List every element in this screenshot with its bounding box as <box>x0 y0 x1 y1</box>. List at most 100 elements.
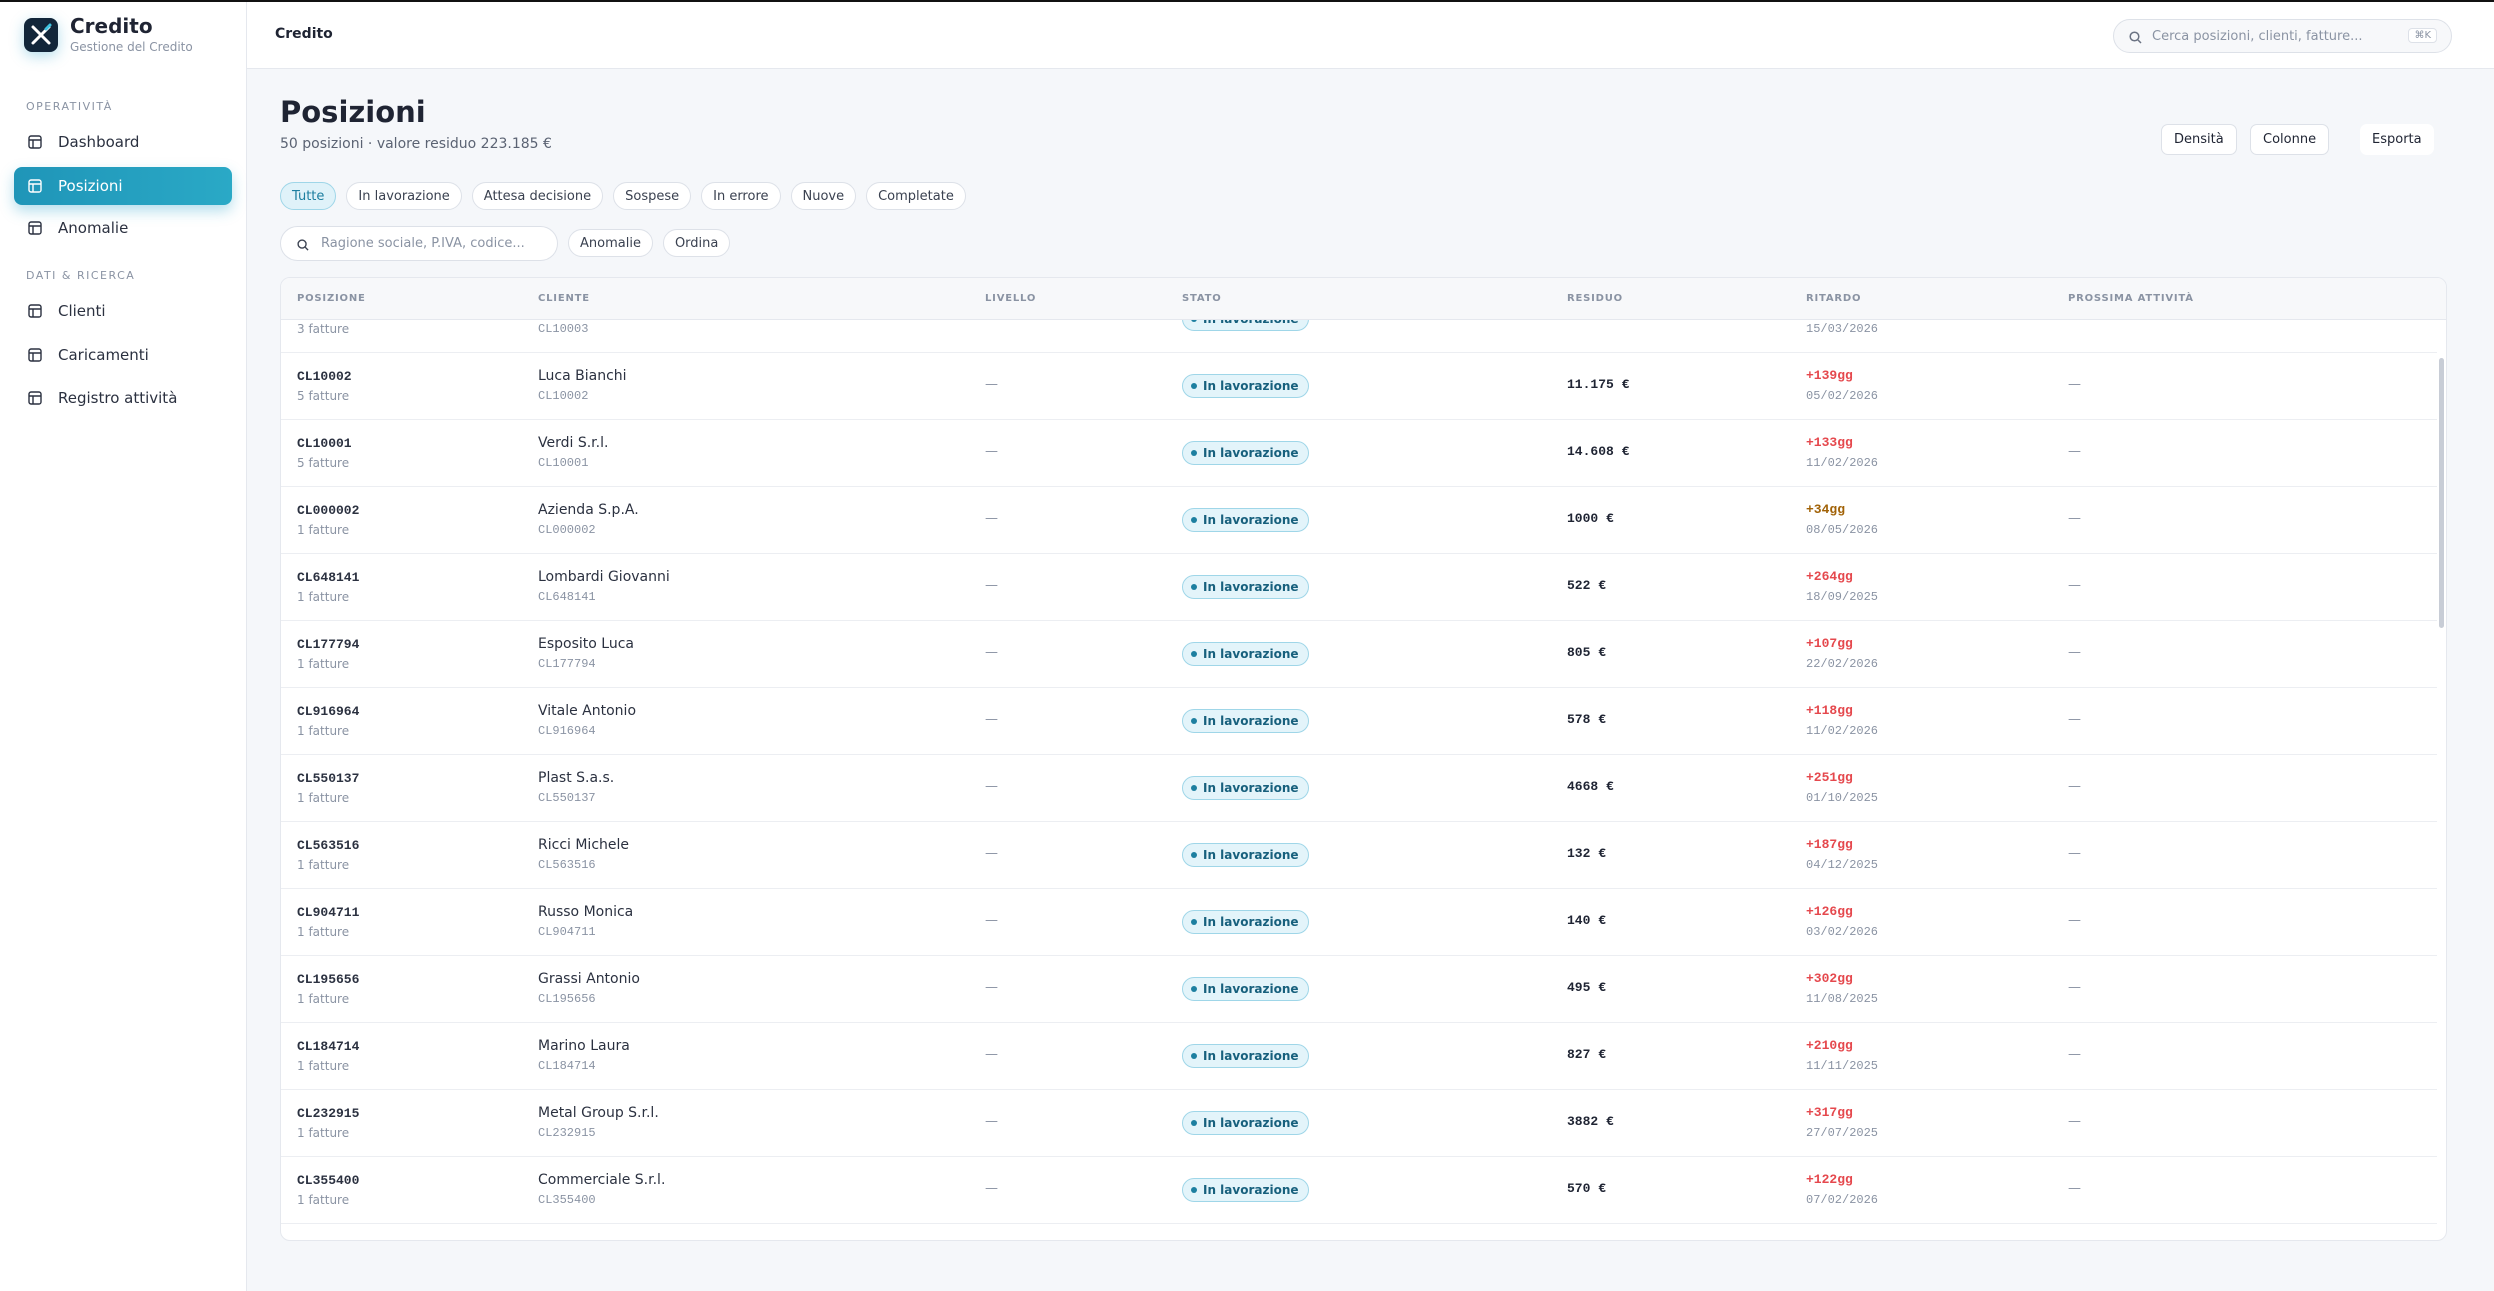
action-button[interactable]: Colonne <box>2250 124 2330 155</box>
client-code: CL550137 <box>538 791 596 805</box>
delay: +118gg <box>1806 703 1853 718</box>
nav-item[interactable]: Dashboard <box>14 123 232 161</box>
table-row[interactable]: CL177794 1 fatture Esposito Luca CL177794 — I… <box>281 621 2437 688</box>
status-badge: In lavorazione <box>1182 1044 1309 1068</box>
tab[interactable]: Nuove <box>790 182 857 210</box>
table-row[interactable]: CL195656 1 fatture Grassi Antonio CL195656 —… <box>281 956 2437 1023</box>
position-id: CL10002 <box>297 369 352 384</box>
client-code: CL355400 <box>538 1193 596 1207</box>
nav-label: Dashboard <box>58 133 140 151</box>
table: POSIZIONE CLIENTE LIVELLO STATO RESIDUO RITAR… <box>280 277 2447 1241</box>
brand-subtitle: Gestione del Credito <box>70 40 193 54</box>
status-badge: In lavorazione <box>1182 575 1309 599</box>
delay: +210gg <box>1806 1038 1853 1053</box>
table-row[interactable]: CL232915 1 fatture Metal Group S.r.l. CL232… <box>281 1090 2437 1157</box>
delay-date: 04/12/2025 <box>1806 858 1879 872</box>
tab[interactable]: In errore <box>701 182 781 210</box>
table-row[interactable]: CL563516 1 fatture Ricci Michele CL563516 — I… <box>281 822 2437 889</box>
residual: 140 € <box>1567 913 1607 928</box>
filter-button[interactable]: Ordina <box>662 229 731 257</box>
client-code: CL904711 <box>538 925 596 939</box>
delay-date: 05/02/2026 <box>1806 389 1879 403</box>
delay: +107gg <box>1806 636 1853 651</box>
invoice-count: 1 fatture <box>297 657 350 671</box>
invoice-count: 5 fatture <box>297 456 350 470</box>
level: — <box>985 913 998 928</box>
next-activity: — <box>2068 444 2081 459</box>
page-subtitle: 50 posizioni · valore residuo 223.185 € <box>280 136 552 152</box>
table-row[interactable]: CL916964 1 fatture Vitale Antonio CL916964 —… <box>281 688 2437 755</box>
residual: 827 € <box>1567 1047 1607 1062</box>
table-row[interactable]: CL648141 1 fatture Lombardi Giovanni CL6481… <box>281 554 2437 621</box>
breadcrumb[interactable]: Credito <box>275 26 333 42</box>
nav-item[interactable]: Registro attività <box>14 379 232 417</box>
level: — <box>985 645 998 660</box>
level: — <box>985 444 998 459</box>
level: — <box>985 846 998 861</box>
scrollbar[interactable] <box>2439 358 2444 628</box>
tab[interactable]: Completate <box>866 182 966 210</box>
section-label: OPERATIVITÀ <box>26 100 113 113</box>
action-button[interactable]: Densità <box>2161 124 2237 155</box>
residual: 570 € <box>1567 1181 1607 1196</box>
column-header: PROSSIMA ATTIVITÀ <box>2068 293 2194 304</box>
level: — <box>985 1047 998 1062</box>
residual: 132 € <box>1567 846 1607 861</box>
delay-date: 03/02/2026 <box>1806 925 1879 939</box>
position-id: CL177794 <box>297 637 360 652</box>
client-name: Russo Monica <box>538 904 634 920</box>
global-search[interactable]: Cerca posizioni, clienti, fatture... ⌘K <box>2113 19 2452 53</box>
status-badge: In lavorazione <box>1182 508 1309 532</box>
filter-placeholder: Ragione sociale, P.IVA, codice... <box>321 236 525 251</box>
table-row[interactable]: CL904711 1 fatture Russo Monica CL904711 — In… <box>281 889 2437 956</box>
table-row[interactable]: CL355400 1 fatture Commerciale S.r.l. CL355… <box>281 1157 2437 1224</box>
residual: 495 € <box>1567 980 1607 995</box>
logo[interactable] <box>24 18 58 52</box>
table-row[interactable]: CL184714 1 fatture Marino Laura CL184714 — In… <box>281 1023 2437 1090</box>
tab[interactable]: In lavorazione <box>346 182 462 210</box>
delay: +139gg <box>1806 368 1853 383</box>
invoice-count: 1 fatture <box>297 925 350 939</box>
tab[interactable]: Tutte <box>280 182 337 210</box>
delay: +34gg <box>1806 502 1846 517</box>
status-text: In lavorazione <box>1203 848 1299 862</box>
next-activity: — <box>2068 511 2081 526</box>
tab[interactable]: Attesa decisione <box>471 182 604 210</box>
next-activity: — <box>2068 913 2081 928</box>
residual: 11.175 € <box>1567 377 1630 392</box>
client-name: Ricci Michele <box>538 837 630 853</box>
table-row[interactable]: CL000002 1 fatture Azienda S.p.A. CL000002 —… <box>281 487 2437 554</box>
level: — <box>985 511 998 526</box>
next-activity: — <box>2068 980 2081 995</box>
filter-button[interactable]: Anomalie <box>568 229 653 257</box>
client-code: CL10002 <box>538 389 589 403</box>
delay-date: 11/02/2026 <box>1806 456 1879 470</box>
position-id: CL195656 <box>297 972 360 987</box>
table-row[interactable]: CL550137 1 fatture Plast S.a.s. CL550137 — In… <box>281 755 2437 822</box>
position-id: CL916964 <box>297 704 360 719</box>
status-text: In lavorazione <box>1203 446 1299 460</box>
delay-date: 01/10/2025 <box>1806 791 1879 805</box>
status-text: In lavorazione <box>1203 982 1299 996</box>
tab[interactable]: Sospese <box>613 182 692 210</box>
table-row[interactable]: CL10001 5 fatture Verdi S.r.l. CL10001 — In l… <box>281 420 2437 487</box>
delay-date: 18/09/2025 <box>1806 590 1879 604</box>
delay-date: 22/02/2026 <box>1806 657 1879 671</box>
position-id: CL648141 <box>297 570 360 585</box>
delay-date: 08/05/2026 <box>1806 523 1879 537</box>
table-row[interactable]: CL10002 5 fatture Luca Bianchi CL10002 — In l… <box>281 353 2437 420</box>
nav-item[interactable]: Clienti <box>14 292 232 330</box>
nav-item[interactable]: Anomalie <box>14 209 232 247</box>
position-id: CL000002 <box>297 503 360 518</box>
client-name: Grassi Antonio <box>538 971 640 987</box>
filter-search[interactable]: Ragione sociale, P.IVA, codice... <box>280 226 558 261</box>
nav-item[interactable]: Posizioni <box>14 167 232 205</box>
next-activity: — <box>2068 645 2081 660</box>
client-code: CL563516 <box>538 858 596 872</box>
client-code: CL10003 <box>538 322 589 336</box>
nav-item[interactable]: Caricamenti <box>14 336 232 374</box>
next-activity: — <box>2068 1181 2081 1196</box>
action-button[interactable]: Esporta <box>2360 124 2434 155</box>
section-label: DATI & RICERCA <box>26 269 136 282</box>
